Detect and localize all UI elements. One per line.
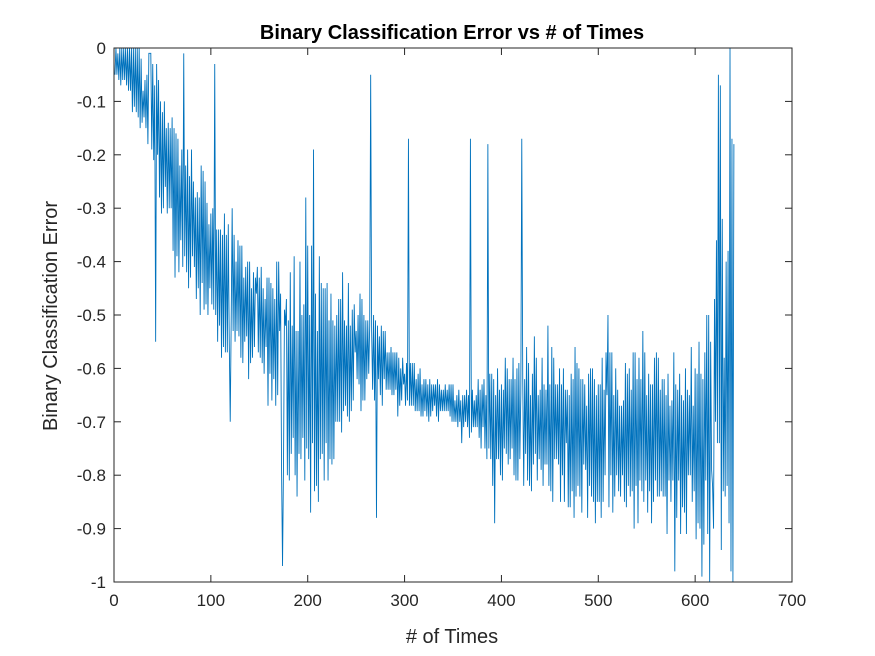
y-tick-label: 0 <box>97 39 106 58</box>
y-tick-label: -0.4 <box>77 253 106 272</box>
y-axis-label: Binary Classification Error <box>40 201 62 431</box>
y-tick-label: -0.3 <box>77 199 106 218</box>
x-tick-label: 700 <box>778 591 806 610</box>
chart-title: Binary Classification Error vs # of Time… <box>260 22 644 44</box>
x-tick-label: 600 <box>681 591 709 610</box>
axes: 0 100 200 300 400 500 600 700 0 -0.1 -0.2 -0.3 -0.4 -… <box>77 39 806 610</box>
y-tick-label: -0.7 <box>77 413 106 432</box>
y-tick-label: -0.8 <box>77 466 106 485</box>
y-tick-label: -0.9 <box>77 520 106 539</box>
y-tick-label: -0.5 <box>77 306 106 325</box>
y-tick-label: -1 <box>91 573 106 592</box>
x-tick-label: 0 <box>109 591 118 610</box>
y-tick-label: -0.2 <box>77 146 106 165</box>
y-tick-label: -0.1 <box>77 92 106 111</box>
plot-area <box>114 48 735 582</box>
x-tick-label: 500 <box>584 591 612 610</box>
x-tick-label: 200 <box>294 591 322 610</box>
y-tick-label: -0.6 <box>77 359 106 378</box>
x-tick-label: 400 <box>487 591 515 610</box>
x-axis-label: # of Times <box>406 626 498 648</box>
x-tick-label: 100 <box>197 591 225 610</box>
error-series-line <box>114 48 735 582</box>
x-tick-label: 300 <box>390 591 418 610</box>
